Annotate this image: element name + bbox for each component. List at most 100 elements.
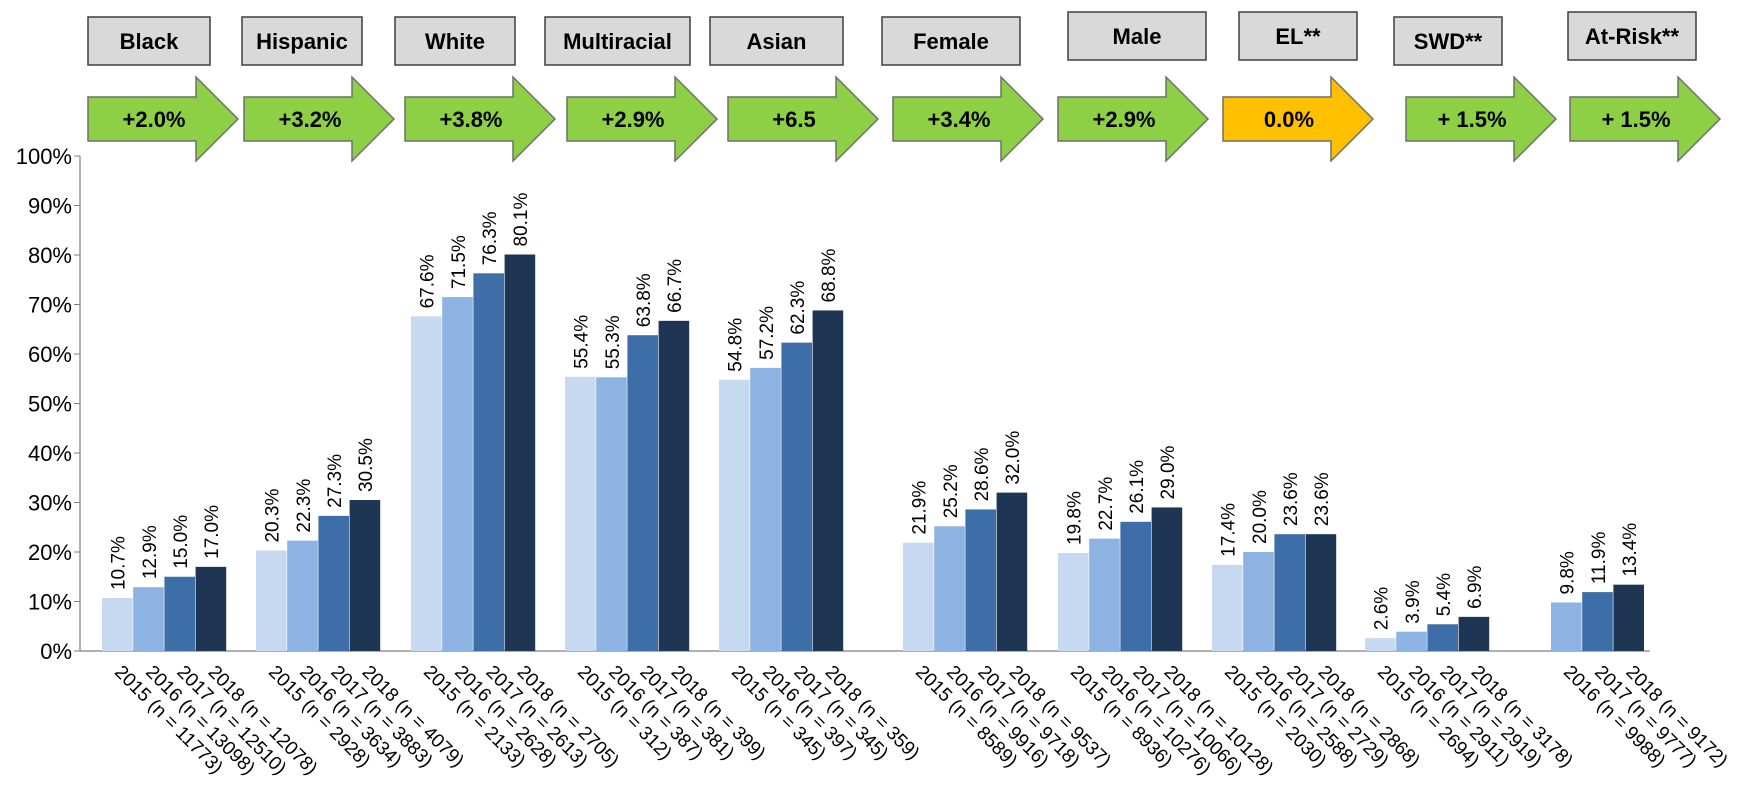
bar	[1458, 616, 1490, 651]
bar	[195, 566, 227, 651]
change-label: +2.9%	[602, 107, 665, 132]
data-label: 27.3%	[325, 454, 346, 508]
bar	[102, 598, 133, 651]
change-label: +3.4%	[928, 107, 991, 132]
data-label: 11.9%	[1589, 532, 1610, 585]
data-label: 57.2%	[757, 306, 778, 360]
bar	[1396, 631, 1427, 651]
data-label: 12.9%	[140, 525, 161, 579]
data-label: 13.4%	[1620, 523, 1641, 577]
data-label: 19.8%	[1065, 491, 1086, 545]
bar	[1089, 538, 1120, 651]
bar	[1212, 564, 1243, 651]
bar	[658, 320, 690, 651]
group-header-label: White	[425, 29, 485, 54]
data-label: 22.3%	[294, 479, 315, 533]
bar	[133, 587, 164, 651]
y-tick-label: 90%	[28, 194, 72, 219]
bar	[1365, 638, 1396, 651]
bar	[256, 550, 287, 651]
change-label: 0.0%	[1264, 107, 1314, 132]
change-label: +3.8%	[440, 107, 503, 132]
data-label: 55.4%	[572, 315, 593, 369]
bar	[627, 335, 658, 651]
bar	[349, 500, 381, 651]
data-label: 23.6%	[1312, 472, 1333, 526]
data-label: 3.9%	[1403, 580, 1424, 623]
bar	[596, 377, 627, 651]
bar	[473, 273, 504, 651]
data-label: 6.9%	[1465, 565, 1486, 608]
y-tick-label: 100%	[16, 144, 72, 169]
group-header-label: EL**	[1275, 24, 1321, 49]
group-header-label: Multiracial	[563, 29, 672, 54]
right-arrow-up-icon	[87, 75, 240, 163]
data-label: 15.0%	[171, 515, 192, 569]
data-label: 22.7%	[1096, 477, 1117, 531]
y-tick-label: 30%	[28, 491, 72, 516]
group-header-box	[87, 16, 211, 66]
group-header-box	[709, 16, 844, 66]
change-label: +2.0%	[123, 107, 186, 132]
change-label: + 1.5%	[1601, 107, 1670, 132]
group-header-box	[1238, 11, 1358, 61]
bar	[504, 254, 536, 651]
bar	[164, 576, 195, 651]
bar	[750, 367, 781, 651]
bar	[1058, 552, 1089, 651]
group-header-box	[544, 16, 691, 66]
bar	[996, 492, 1028, 651]
group-header-label: Female	[913, 29, 989, 54]
group-header-label: Asian	[747, 29, 807, 54]
y-tick-label: 70%	[28, 293, 72, 318]
data-label: 23.6%	[1281, 472, 1302, 526]
y-tick-label: 60%	[28, 342, 72, 367]
group-header-label: At-Risk**	[1585, 24, 1680, 49]
bar	[442, 297, 473, 651]
bar	[1274, 534, 1305, 651]
change-label: + 1.5%	[1437, 107, 1506, 132]
y-tick-label: 10%	[28, 590, 72, 615]
change-label: +2.9%	[1093, 107, 1156, 132]
group-header-box	[881, 16, 1021, 66]
group-header-box	[1393, 16, 1503, 66]
data-label: 30.5%	[356, 438, 377, 492]
data-label: 54.8%	[726, 318, 747, 372]
group-header-box	[394, 16, 516, 66]
right-arrow-up-icon	[892, 75, 1045, 163]
bar	[287, 540, 318, 651]
y-tick-label: 80%	[28, 243, 72, 268]
change-label: +3.2%	[279, 107, 342, 132]
group-header-label: SWD**	[1414, 29, 1483, 54]
bar	[318, 515, 349, 651]
bar	[934, 526, 965, 651]
bar	[812, 310, 844, 651]
right-arrow-up-icon	[243, 75, 396, 163]
group-header-label: Male	[1113, 24, 1162, 49]
right-arrow-flat-icon	[1222, 75, 1375, 163]
data-label: 76.3%	[480, 211, 501, 265]
y-tick-label: 0%	[40, 639, 72, 664]
data-label: 80.1%	[511, 193, 532, 247]
y-tick-label: 20%	[28, 540, 72, 565]
group-header-box	[1567, 11, 1697, 61]
right-arrow-up-icon	[1405, 75, 1558, 163]
data-label: 71.5%	[449, 235, 470, 289]
bar	[903, 542, 934, 651]
group-header-box	[241, 16, 363, 66]
data-label: 62.3%	[788, 281, 809, 335]
bar	[719, 379, 750, 651]
right-arrow-up-icon	[404, 75, 557, 163]
y-tick-label: 40%	[28, 441, 72, 466]
data-label: 5.4%	[1434, 573, 1455, 616]
data-label: 20.0%	[1250, 490, 1271, 544]
bar	[1243, 552, 1274, 651]
data-label: 55.3%	[603, 315, 624, 369]
bar	[1151, 507, 1183, 651]
data-label: 10.7%	[109, 536, 130, 590]
group-header-label: Black	[120, 29, 179, 54]
bar	[1120, 521, 1151, 651]
bar	[1551, 602, 1582, 651]
data-label: 21.9%	[910, 481, 931, 535]
